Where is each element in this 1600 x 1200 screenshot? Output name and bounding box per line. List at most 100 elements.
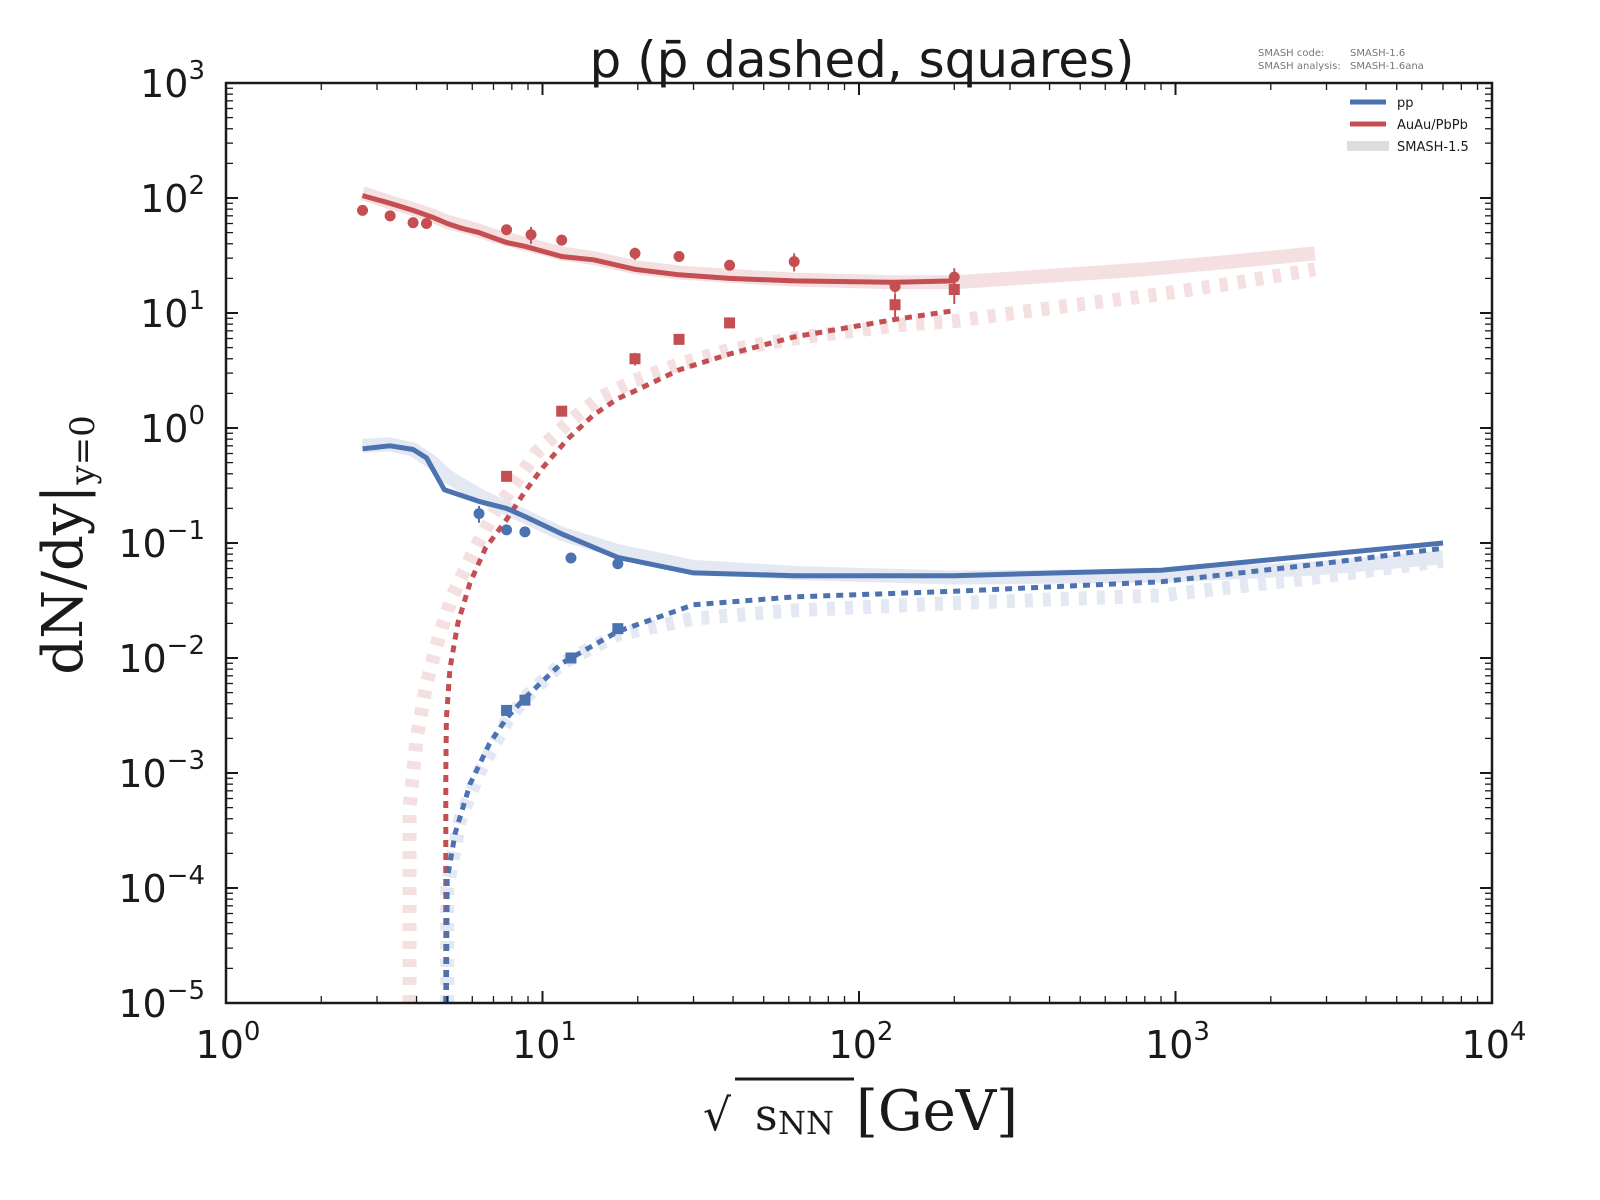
y-tick-label: 10−4 bbox=[118, 861, 205, 911]
data-point-aa-circle bbox=[556, 234, 568, 246]
x-tick-label: 101 bbox=[512, 1017, 577, 1067]
data-point-aa-square bbox=[501, 470, 513, 482]
marker-square bbox=[629, 353, 641, 365]
marker-square bbox=[612, 623, 624, 635]
data-point-aa-circle bbox=[724, 259, 736, 271]
data-point-aa-circle bbox=[889, 280, 901, 293]
data-point-aa-circle bbox=[525, 226, 537, 244]
data-point-pp-square bbox=[501, 704, 513, 716]
marker-circle bbox=[525, 229, 537, 241]
marker-circle bbox=[407, 217, 419, 229]
x-tick-label: 100 bbox=[196, 1017, 261, 1067]
x-axis-label-unit: [GeV] bbox=[856, 1079, 1018, 1144]
marker-circle bbox=[629, 247, 641, 259]
data-point-pp-circle bbox=[565, 552, 577, 564]
data-point-pp-circle bbox=[501, 524, 513, 536]
tick-layer bbox=[225, 82, 1493, 1004]
marker-square bbox=[565, 652, 577, 664]
smash-code-label: SMASH code: bbox=[1258, 48, 1324, 59]
x-tick-label: 103 bbox=[1145, 1017, 1210, 1067]
y-axis-label-main: dN/dy| bbox=[31, 485, 96, 675]
marker-circle bbox=[556, 234, 568, 246]
series-line-pp-proton-smash16 bbox=[362, 443, 1444, 579]
data-point-pp-square bbox=[565, 652, 577, 664]
marker-square bbox=[889, 299, 901, 311]
data-point-aa-square bbox=[629, 352, 641, 366]
y-tick-label: 10−5 bbox=[118, 976, 205, 1026]
legend-label-smash15: SMASH-1.5 bbox=[1397, 140, 1469, 155]
marker-square bbox=[519, 694, 531, 706]
y-tick-label: 103 bbox=[140, 56, 205, 106]
marker-circle bbox=[501, 224, 513, 236]
marker-square bbox=[724, 317, 736, 329]
data-point-pp-square bbox=[519, 694, 531, 706]
series-line-aa-proton-smash16 bbox=[361, 193, 955, 285]
smash-analysis-value: SMASH-1.6ana bbox=[1350, 61, 1424, 72]
series-line-aa-proton-smash15 bbox=[360, 186, 1316, 290]
tick-label-layer: 100 101 102 103 104 103 102 101 100 10−1 10−2 10−3 1… bbox=[118, 56, 1526, 1067]
y-tick-label: 10−3 bbox=[118, 746, 205, 796]
marker-circle bbox=[788, 256, 800, 268]
data-point-aa-square bbox=[724, 317, 736, 329]
marker-circle bbox=[384, 210, 396, 222]
marker-circle bbox=[724, 259, 736, 271]
data-point-aa-square bbox=[556, 405, 568, 417]
marker-circle bbox=[501, 524, 513, 536]
data-point-pp-circle bbox=[519, 526, 531, 538]
data-point-aa-circle bbox=[501, 224, 513, 236]
data-point-aa-square bbox=[673, 333, 685, 345]
x-tick-label: 102 bbox=[829, 1017, 894, 1067]
series-line-aa-antiproton-smash16 bbox=[443, 308, 955, 1003]
data-point-aa-circle bbox=[629, 247, 641, 260]
data-point-aa-circle bbox=[673, 250, 685, 262]
smash-version-info: SMASH code: SMASH-1.6 SMASH analysis: SM… bbox=[1258, 48, 1424, 72]
marker-square bbox=[556, 405, 568, 417]
legend: pp AuAu/PbPb SMASH-1.5 bbox=[1347, 96, 1469, 155]
marker-circle bbox=[420, 218, 432, 230]
marker-circle bbox=[612, 558, 624, 570]
data-point-pp-circle bbox=[612, 558, 624, 570]
data-point-aa-circle bbox=[357, 204, 369, 216]
y-axis-label-sub: y=0 bbox=[63, 415, 103, 485]
data-point-aa-circle bbox=[384, 210, 396, 222]
marker-circle bbox=[473, 508, 485, 520]
marker-circle bbox=[673, 250, 685, 262]
series-line-pp-antiproton-smash15 bbox=[440, 553, 1444, 1003]
data-point-aa-square bbox=[948, 278, 960, 304]
marker-circle bbox=[519, 526, 531, 538]
data-point-pp-circle bbox=[473, 505, 485, 523]
y-tick-label: 101 bbox=[140, 286, 205, 336]
marker-square bbox=[501, 470, 513, 482]
x-tick-label: 104 bbox=[1462, 1017, 1527, 1067]
data-point-aa-circle bbox=[407, 217, 419, 229]
x-axis-label-sqrt: √ bbox=[703, 1090, 732, 1141]
marker-layer bbox=[357, 204, 960, 716]
legend-label-pp: pp bbox=[1397, 96, 1414, 111]
x-axis-label-sub: NN bbox=[778, 1104, 834, 1142]
series-layer bbox=[360, 186, 1444, 1003]
marker-circle bbox=[889, 280, 901, 292]
y-tick-label: 10−2 bbox=[118, 631, 205, 681]
series-line-pp-antiproton-smash16 bbox=[443, 545, 1444, 1003]
data-point-aa-circle bbox=[788, 253, 800, 272]
y-axis-label-text: dN/dy|y=0 bbox=[31, 415, 103, 674]
y-tick-label: 10−1 bbox=[118, 516, 205, 566]
x-axis-label-s: s bbox=[755, 1090, 778, 1141]
marker-square bbox=[501, 704, 513, 716]
data-point-aa-square bbox=[889, 293, 901, 320]
marker-square bbox=[948, 284, 960, 296]
smash-code-value: SMASH-1.6 bbox=[1350, 48, 1405, 59]
marker-circle bbox=[948, 271, 960, 283]
data-point-pp-square bbox=[612, 623, 624, 635]
data-point-aa-circle bbox=[420, 218, 432, 230]
legend-label-aa: AuAu/PbPb bbox=[1397, 118, 1468, 133]
y-tick-label: 102 bbox=[140, 171, 205, 221]
marker-circle bbox=[357, 204, 369, 216]
smash-analysis-label: SMASH analysis: bbox=[1258, 61, 1341, 72]
chart-title: p (p̄ dashed, squares) bbox=[589, 31, 1134, 89]
marker-circle bbox=[565, 552, 577, 564]
x-axis-label: √ s NN [GeV] bbox=[703, 1077, 1018, 1144]
y-axis-label: dN/dy|y=0 bbox=[31, 415, 103, 674]
y-tick-label: 100 bbox=[140, 401, 205, 451]
